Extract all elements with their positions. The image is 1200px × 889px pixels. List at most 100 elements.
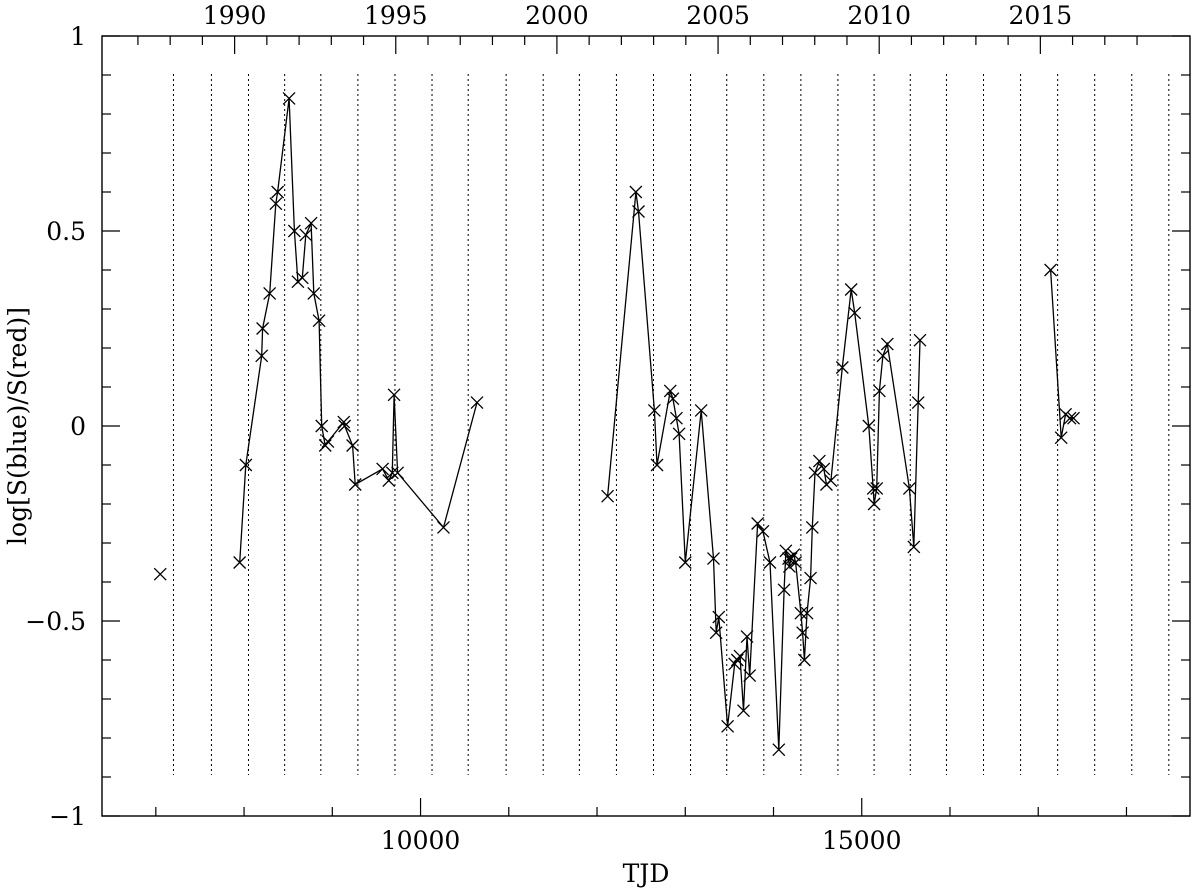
data-point (763, 556, 777, 569)
data-point (629, 185, 643, 199)
data-point (678, 556, 692, 569)
top-tick-label: 1990 (203, 1, 267, 30)
y-axis-label: log[S(blue)/S(red)] (3, 307, 32, 545)
data-point (672, 427, 686, 441)
data-point (287, 224, 301, 238)
data-point (907, 540, 921, 554)
data-point (295, 271, 309, 285)
top-tick-label: 2015 (1009, 1, 1073, 30)
data-point (789, 556, 803, 569)
data-point (812, 454, 826, 468)
data-point (707, 552, 720, 566)
data-point (866, 481, 880, 495)
data-point (787, 548, 801, 562)
series-line (1049, 269, 1074, 438)
data-point (730, 653, 744, 667)
data-point (804, 571, 818, 585)
data-point (304, 216, 318, 230)
data-point (794, 606, 808, 620)
data-point (728, 657, 742, 671)
data-point (666, 392, 680, 406)
data-point (437, 520, 450, 534)
data-point (805, 520, 819, 534)
data-point (817, 462, 831, 476)
data-point (756, 524, 770, 538)
data-point (647, 403, 661, 417)
data-point (835, 361, 849, 374)
data-point (263, 286, 277, 300)
data-point (650, 458, 664, 472)
data-point (321, 435, 335, 449)
top-tick-label: 2005 (686, 1, 750, 30)
data-point (376, 462, 390, 476)
x-tick-label: 10000 (381, 826, 461, 855)
data-point (737, 704, 750, 718)
data-point (153, 567, 167, 581)
data-point (256, 322, 270, 335)
data-point (385, 466, 399, 480)
data-point (782, 559, 796, 573)
data-point (796, 626, 810, 640)
y-tick-label: −1 (49, 802, 86, 831)
data-point (880, 337, 894, 351)
y-tick-label: 1 (70, 22, 86, 51)
data-point (315, 419, 329, 433)
data-point (382, 474, 396, 488)
data-point (751, 517, 765, 530)
data-point (902, 481, 916, 495)
data-point (872, 384, 886, 398)
data-point (777, 583, 791, 597)
data-point (282, 91, 296, 105)
axis-ticks (102, 35, 1190, 817)
top-tick-label: 2000 (525, 1, 589, 30)
data-point (1054, 431, 1068, 445)
data-point (233, 556, 247, 569)
data-point (709, 626, 723, 640)
data-point (694, 403, 708, 417)
x-axis-label: TJD (623, 859, 670, 888)
data-markers (153, 91, 1080, 757)
data-point (743, 669, 757, 683)
data-point (601, 489, 615, 503)
data-point (239, 458, 253, 472)
data-point (391, 466, 405, 480)
top-tick-label: 1995 (364, 1, 428, 30)
data-point (346, 439, 360, 452)
data-point (740, 630, 754, 644)
data-point (913, 333, 927, 347)
y-tick-label: 0.5 (46, 217, 86, 246)
data-point (800, 606, 814, 620)
data-point (338, 419, 352, 433)
data-point (1067, 411, 1080, 425)
data-point (870, 481, 884, 495)
data-point (867, 497, 881, 511)
data-point (808, 466, 822, 480)
data-point (712, 610, 726, 624)
data-point (663, 384, 677, 398)
data-point (299, 228, 313, 242)
vertical-dotted-lines (172, 74, 1170, 775)
y-tick-label: 0 (70, 412, 86, 441)
data-point (733, 649, 747, 663)
data-point (862, 419, 876, 433)
data-point (269, 197, 283, 211)
data-point (337, 415, 351, 429)
data-point (911, 396, 925, 410)
data-point (1044, 263, 1058, 277)
axis-tick-labels: −1 −0.5 0 0.5 1 10000 15000 1990 1995 2000 2005 201… (25, 1, 1072, 855)
data-point (772, 743, 786, 757)
data-point (844, 283, 858, 296)
data-point (797, 653, 811, 667)
data-point (470, 396, 484, 410)
data-point (318, 439, 332, 452)
plot-frame (101, 35, 1191, 817)
data-point (848, 306, 862, 320)
x-tick-label: 15000 (822, 826, 902, 855)
data-point (312, 314, 326, 328)
data-point (632, 205, 645, 218)
data-point (721, 719, 735, 733)
data-point (1063, 411, 1077, 425)
data-point (271, 185, 285, 199)
data-point (387, 388, 401, 402)
